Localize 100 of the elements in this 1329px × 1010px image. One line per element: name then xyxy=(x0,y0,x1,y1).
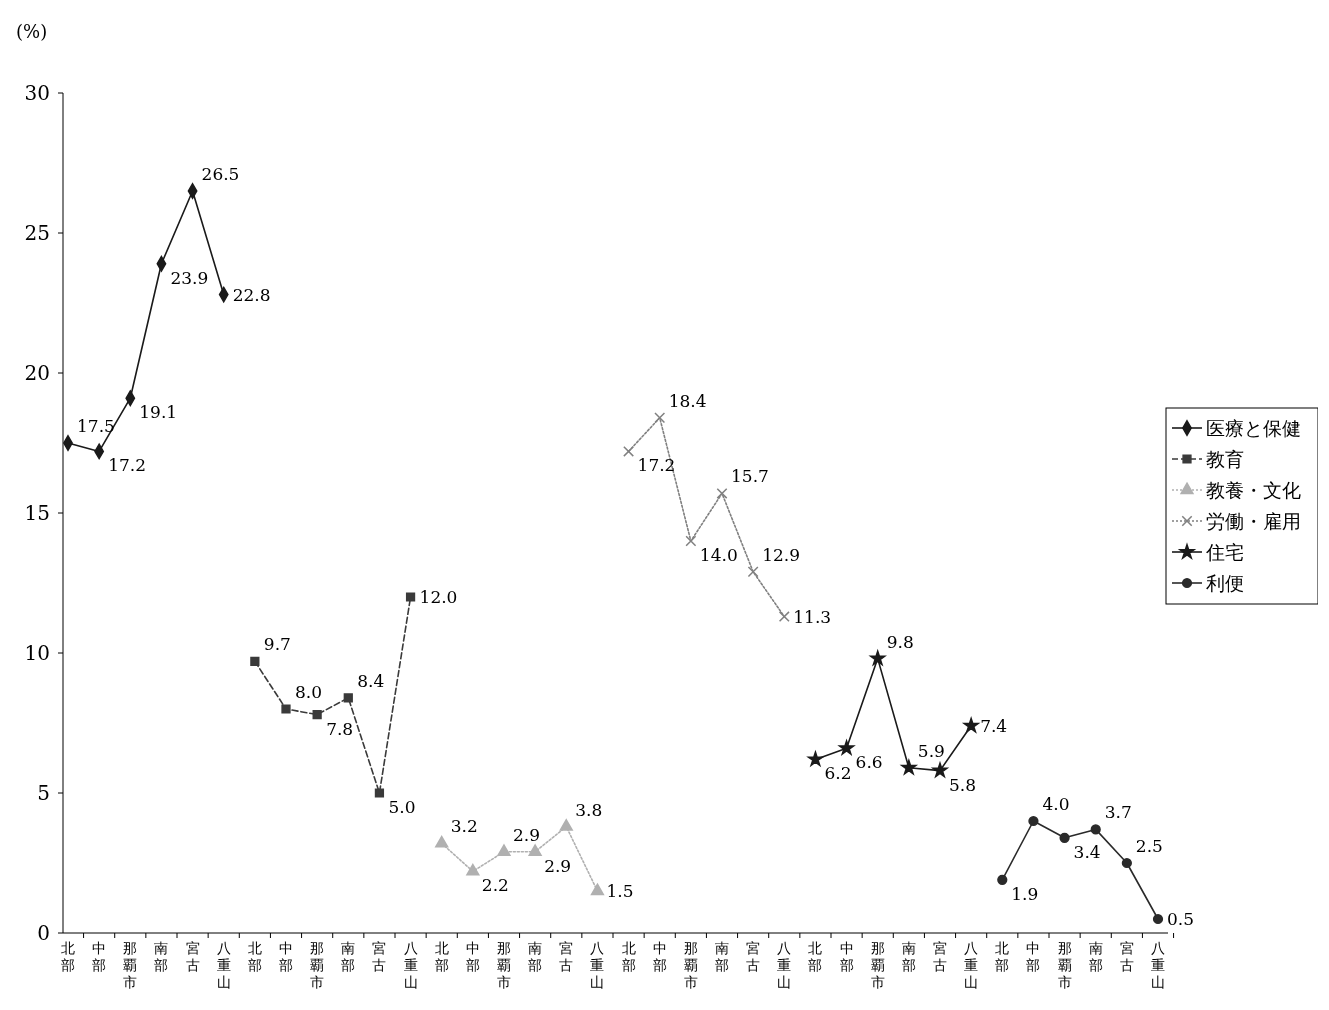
x-tick-label: 八重山 xyxy=(216,940,231,990)
data-label: 2.2 xyxy=(481,875,509,896)
legend-label: 教養・文化 xyxy=(1206,478,1301,501)
data-label: 7.8 xyxy=(326,718,354,739)
point xyxy=(466,863,480,876)
x-tick-label: 八重山 xyxy=(777,940,792,990)
point xyxy=(716,487,728,499)
x-tick-label: 中部 xyxy=(1026,940,1041,973)
data-label: 2.9 xyxy=(513,824,541,845)
point xyxy=(747,566,759,578)
data-label: 3.2 xyxy=(450,816,478,837)
point xyxy=(997,874,1008,885)
legend-label: 教育 xyxy=(1206,447,1244,470)
x-tick-label: 那覇市 xyxy=(1057,940,1072,990)
point xyxy=(1059,832,1070,843)
data-label: 8.0 xyxy=(295,681,323,702)
x-tick-label: 南部 xyxy=(1088,940,1103,973)
x-tick-label: 北部 xyxy=(247,940,262,973)
point xyxy=(807,751,824,767)
data-label: 5.8 xyxy=(949,774,977,795)
data-label: 11.3 xyxy=(793,606,832,627)
point xyxy=(1152,913,1164,925)
x-tick-label: 八重山 xyxy=(964,940,979,990)
x-tick-label: 那覇市 xyxy=(683,940,698,990)
x-tick-label: 中部 xyxy=(92,940,107,973)
point xyxy=(250,656,260,667)
point xyxy=(1121,857,1132,869)
x-tick-label: 北部 xyxy=(434,940,449,973)
x-tick-label: 南部 xyxy=(715,940,729,973)
x-tick-label: 北部 xyxy=(621,940,636,973)
data-label: 6.6 xyxy=(855,752,883,773)
data-label: 7.4 xyxy=(980,715,1008,736)
x-tick-label: 南部 xyxy=(901,940,916,973)
x-tick-label: 那覇市 xyxy=(870,940,885,990)
point xyxy=(654,412,666,424)
x-tick-label: 中部 xyxy=(652,940,667,973)
x-tick-label: 宮古 xyxy=(1119,940,1134,973)
data-label: 2.5 xyxy=(1135,835,1163,856)
data-label: 12.0 xyxy=(419,586,458,607)
data-label: 6.2 xyxy=(824,763,852,784)
x-tick-label: 中部 xyxy=(465,940,480,973)
data-label: 18.4 xyxy=(668,390,707,411)
legend-label: 労働・雇用 xyxy=(1206,509,1301,532)
data-label: 1.5 xyxy=(606,880,634,901)
point xyxy=(901,759,917,775)
x-tick-label: 那覇市 xyxy=(123,940,138,990)
point xyxy=(838,740,855,755)
x-tick-label: 八重山 xyxy=(590,940,605,990)
data-label: 8.4 xyxy=(357,670,385,691)
point xyxy=(559,819,573,831)
point xyxy=(623,445,635,457)
x-tick-label: 北部 xyxy=(808,940,823,973)
data-label: 3.4 xyxy=(1073,841,1101,862)
x-tick-label: 宮古 xyxy=(746,940,761,973)
y-axis-title: (%) xyxy=(16,21,48,42)
point xyxy=(1028,815,1039,827)
x-tick-label: 宮古 xyxy=(372,940,387,973)
data-label: 2.9 xyxy=(544,855,572,876)
legend-label: 利便 xyxy=(1206,571,1244,594)
point xyxy=(590,883,605,896)
data-label: 9.7 xyxy=(263,634,291,655)
point xyxy=(870,650,886,666)
x-tick-label: 北部 xyxy=(995,940,1010,973)
x-tick-label: 北部 xyxy=(61,940,75,973)
point xyxy=(374,788,385,798)
point xyxy=(281,704,291,714)
x-tick-label: 宮古 xyxy=(559,940,574,973)
legend-label: 医療と保健 xyxy=(1206,416,1301,439)
y-tick-label: 30 xyxy=(24,81,50,105)
data-label: 14.0 xyxy=(699,544,738,565)
x-tick-label: 那覇市 xyxy=(497,940,511,990)
data-label: 3.8 xyxy=(575,799,603,820)
point xyxy=(932,762,948,778)
point xyxy=(405,592,416,602)
x-tick-label: 中部 xyxy=(279,940,293,973)
point xyxy=(435,835,449,848)
data-label: 9.8 xyxy=(886,631,914,652)
data-label: 4.0 xyxy=(1042,793,1070,814)
data-label: 23.9 xyxy=(170,267,209,288)
x-tick-label: 南部 xyxy=(528,940,543,973)
data-label: 22.8 xyxy=(232,284,271,305)
point xyxy=(528,844,542,856)
data-label: 19.1 xyxy=(139,402,178,423)
y-tick-label: 20 xyxy=(24,361,50,385)
point xyxy=(963,717,979,733)
x-tick-label: 南部 xyxy=(341,940,356,973)
x-tick-label: 八重山 xyxy=(1151,940,1165,990)
point xyxy=(312,709,322,720)
point xyxy=(778,611,790,623)
data-label: 15.7 xyxy=(731,466,769,487)
data-label: 17.2 xyxy=(108,455,146,476)
data-label: 17.2 xyxy=(637,455,676,476)
y-tick-label: 0 xyxy=(37,921,50,945)
y-tick-label: 10 xyxy=(24,641,50,665)
y-tick-label: 25 xyxy=(24,221,50,245)
data-label: 5.9 xyxy=(917,740,945,761)
x-tick-label: 宮古 xyxy=(185,940,200,973)
x-tick-label: 宮古 xyxy=(933,940,947,973)
data-label: 26.5 xyxy=(201,163,240,184)
x-tick-label: 那覇市 xyxy=(310,940,325,990)
